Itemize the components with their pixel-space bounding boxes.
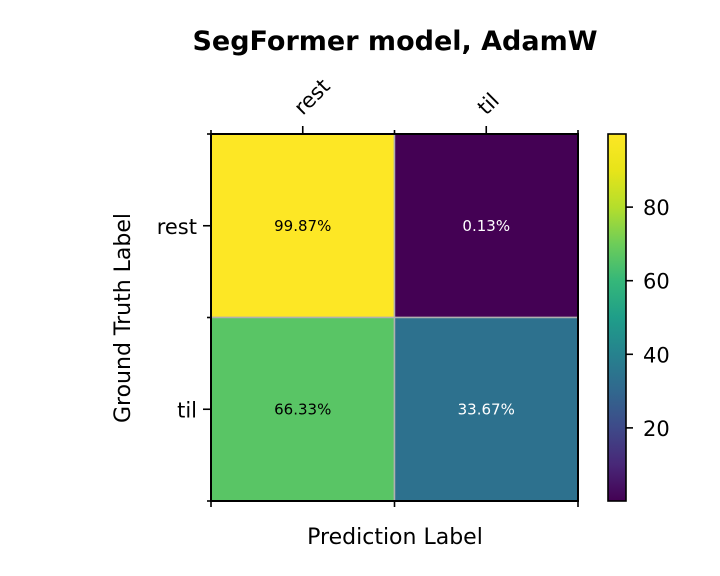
y-tick-label: rest [157, 215, 197, 239]
heatmap-cells [210, 133, 579, 502]
cell-value-label: 66.33% [274, 400, 331, 418]
x-axis-label: Prediction Label [307, 525, 483, 550]
heatmap-cell [210, 316, 396, 502]
cell-value-label: 33.67% [458, 400, 515, 418]
y-axis-label: Ground Truth Label [111, 213, 136, 423]
colorbar-ticks: 20 40 60 80 [626, 196, 670, 441]
x-tick-labels: rest til [289, 74, 504, 119]
heatmap-cell [393, 133, 579, 319]
heatmap-cell [210, 133, 396, 319]
heatmap-cell [393, 316, 579, 502]
x-tick-label: til [473, 88, 504, 119]
axis-ticks [203, 126, 579, 507]
y-tick-label: til [177, 398, 197, 422]
heatmap-cell-labels: 99.87% 0.13% 66.33% 33.67% [274, 217, 515, 419]
colorbar-tick-label: 60 [643, 270, 670, 294]
x-tick-label: rest [289, 74, 334, 119]
colorbar-tick-label: 80 [643, 196, 670, 220]
colorbar-tick-label: 20 [643, 417, 670, 441]
cell-value-label: 99.87% [274, 217, 331, 235]
cell-value-label: 0.13% [462, 217, 510, 235]
chart-title: SegFormer model, AdamW [192, 26, 597, 57]
colorbar-tick-label: 40 [643, 343, 670, 367]
y-tick-labels: rest til [157, 215, 197, 423]
colorbar [607, 133, 627, 502]
